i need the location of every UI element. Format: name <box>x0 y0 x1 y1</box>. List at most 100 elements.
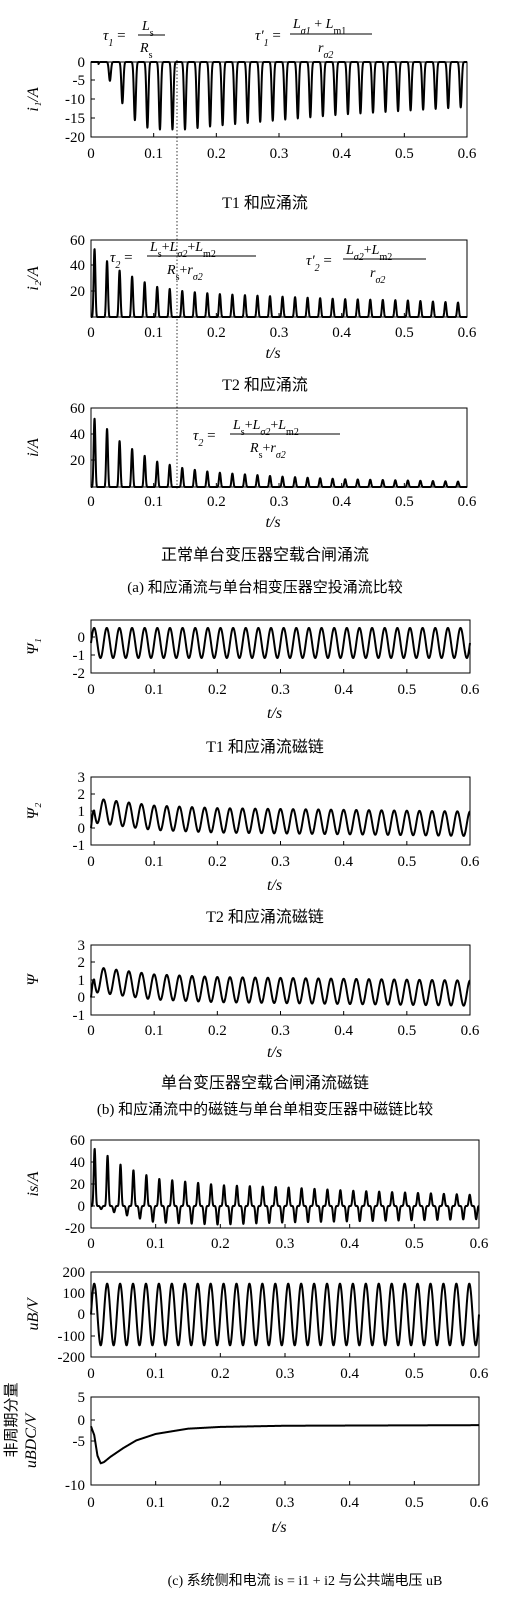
y-tick-label: 200 <box>63 1265 86 1281</box>
tau2-num-b: Ls+Lσ2+Lm2 <box>232 418 299 438</box>
y-tick-label: 3 <box>78 770 86 786</box>
y-axis-label: i/A <box>25 438 42 457</box>
y-axis-label: Ψ <box>25 973 42 986</box>
panel-caption: T1 和应涌流磁链 <box>206 737 324 756</box>
series-line <box>90 1147 480 1226</box>
x-tick-label: 0 <box>87 146 95 162</box>
x-tick-label: 0.2 <box>211 1495 230 1511</box>
y-tick-label: -1 <box>73 838 86 854</box>
x-tick-label: 0.1 <box>146 1366 165 1382</box>
x-tick-label: 0 <box>87 325 95 341</box>
x-tick-label: 0.3 <box>271 1023 290 1039</box>
x-axis-label: t/s <box>267 1044 282 1061</box>
x-tick-label: 0.4 <box>332 494 351 510</box>
y-tick-label: 40 <box>70 427 85 443</box>
y-tick-label: -5 <box>73 73 86 89</box>
x-tick-label: 0 <box>87 854 95 870</box>
x-axis-label: t/s <box>265 514 280 531</box>
x-tick-label: 0.1 <box>144 146 163 162</box>
series-line <box>90 1424 480 1465</box>
y-tick-label: 60 <box>70 1133 85 1149</box>
x-tick-label: 0.3 <box>271 854 290 870</box>
y-tick-label: 2 <box>78 787 86 803</box>
y-axis-label: Ψ₂ <box>25 802 42 819</box>
x-tick-label: 0.6 <box>461 1023 480 1039</box>
y-axis-label: uBDC/V <box>23 1412 40 1468</box>
tau1-den: Rs <box>139 41 153 61</box>
axes-frame <box>90 239 468 318</box>
x-tick-label: 0.6 <box>470 1495 489 1511</box>
y-tick-label: 100 <box>63 1286 86 1302</box>
x-tick-label: 0.6 <box>458 325 477 341</box>
chart-i: 60 40 20 0 0.1 0.2 0.3 0.4 0.5 0.6 t/s i/A 正常单台变压器空载… <box>25 401 477 564</box>
y-tick-label: 0 <box>78 1307 86 1323</box>
x-tick-label: 0.6 <box>458 146 477 162</box>
x-tick-label: 0.3 <box>270 146 289 162</box>
x-tick-label: 0 <box>87 494 95 510</box>
y-tick-label: 20 <box>70 284 85 300</box>
series-line <box>90 798 471 837</box>
x-tick-label: 0.2 <box>208 1023 227 1039</box>
chart-i1: 0-5-10-15-200 0.1 0.2 0.3 0.4 0.5 0.6i₁/AT1 和应… <box>25 55 477 212</box>
y-tick-label: 1 <box>78 973 86 989</box>
y-tick-label: 2 <box>78 955 86 971</box>
x-tick-label: 0.4 <box>340 1495 359 1511</box>
y-tick-label: -100 <box>58 1329 86 1345</box>
series-line <box>90 248 468 318</box>
tau1-num: Ls <box>141 19 154 39</box>
x-axis-label: t/s <box>267 705 282 722</box>
x-tick-label: 0.1 <box>145 854 164 870</box>
x-tick-label: 0.4 <box>334 854 353 870</box>
y-tick-label: 40 <box>70 258 85 274</box>
y-axis-label: i₂/A <box>25 266 42 290</box>
x-tick-label: 0.5 <box>395 146 414 162</box>
tau2p-formula: τ′2 = <box>306 253 332 274</box>
captions: (a) 和应涌流与单台相变压器空投涌流比较 (b) 和应涌流中的磁链与单台单相变… <box>97 578 443 1589</box>
x-tick-label: 0.5 <box>397 682 416 698</box>
y-tick-label: 0 <box>78 55 86 71</box>
y-tick-label: 0 <box>78 630 86 646</box>
x-tick-label: 0.3 <box>276 1236 295 1252</box>
tau2-formula-a: τ2 = <box>110 250 133 271</box>
y-axis-label: is/A <box>25 1171 42 1196</box>
axes-frame <box>90 1396 480 1486</box>
x-tick-label: 0 <box>87 1495 95 1511</box>
tau2-num-a: Ls+Lσ2+Lm2 <box>149 240 216 260</box>
panel-caption: T1 和应涌流 <box>222 193 308 212</box>
caption-b: (b) 和应涌流中的磁链与单台单相变压器中磁链比较 <box>97 1100 433 1118</box>
y-tick-label: 0 <box>78 1199 86 1215</box>
x-tick-label: 0.6 <box>461 854 480 870</box>
x-tick-label: 0.3 <box>276 1366 295 1382</box>
y-tick-label: -15 <box>65 111 85 127</box>
x-tick-label: 0.1 <box>144 494 163 510</box>
panel-caption: T2 和应涌流磁链 <box>206 907 324 926</box>
tau2p-num: Lσ2+Lm2 <box>345 243 392 263</box>
y-tick-label: -1 <box>73 648 86 664</box>
tau1-formula: τ1 = <box>103 28 126 49</box>
x-tick-label: 0.3 <box>271 682 290 698</box>
series-line <box>90 967 471 1007</box>
x-tick-label: 0.4 <box>340 1236 359 1252</box>
y-tick-label: -10 <box>65 1478 85 1494</box>
x-tick-label: 0.4 <box>332 325 351 341</box>
tau2-den-a: Rs+rσ2 <box>166 263 203 283</box>
series-line <box>90 1282 480 1347</box>
x-tick-label: 0 <box>87 1366 95 1382</box>
x-tick-label: 0.5 <box>405 1366 424 1382</box>
x-tick-label: 0 <box>87 682 95 698</box>
x-tick-label: 0.2 <box>208 854 227 870</box>
tau2-formula-b: τ2 = <box>193 428 216 449</box>
y-tick-label: 0 <box>78 821 86 837</box>
x-tick-label: 0.2 <box>208 682 227 698</box>
x-tick-label: 0.5 <box>405 1495 424 1511</box>
x-tick-label: 0.2 <box>211 1236 230 1252</box>
y-tick-label: -10 <box>65 92 85 108</box>
tau2-den-b: Rs+rσ2 <box>249 441 286 461</box>
x-axis-label: t/s <box>271 1519 286 1536</box>
